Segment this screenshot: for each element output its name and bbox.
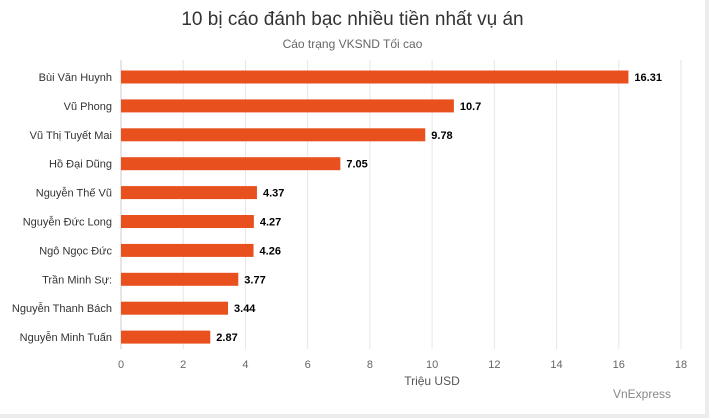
chart-title: 10 bị cáo đánh bạc nhiều tiền nhất vụ án xyxy=(181,9,524,30)
x-tick-label: 18 xyxy=(675,359,687,371)
x-tick-label: 2 xyxy=(180,359,186,371)
category-label: Vũ Phong xyxy=(64,101,112,113)
data-label: 9.78 xyxy=(431,130,452,142)
category-label: Nguyễn Thế Vũ xyxy=(36,187,112,200)
category-label: Ngô Ngọc Đức xyxy=(39,245,112,257)
bar xyxy=(121,186,257,200)
x-tick-label: 16 xyxy=(613,359,625,371)
x-tick-label: 14 xyxy=(550,359,562,371)
category-label: Vũ Thị Tuyết Mai xyxy=(30,130,112,142)
source-credit: VnExpress xyxy=(612,387,671,401)
data-label: 7.05 xyxy=(346,159,367,171)
bar xyxy=(121,330,211,344)
bar xyxy=(121,272,239,286)
category-label: Trần Minh Sự: xyxy=(42,274,112,286)
category-label: Hồ Đại Dũng xyxy=(49,159,112,171)
category-label: Nguyễn Minh Tuấn xyxy=(20,331,112,344)
data-label: 3.77 xyxy=(244,274,265,286)
data-label: 2.87 xyxy=(216,332,237,344)
bar xyxy=(121,301,229,315)
bar xyxy=(121,70,629,84)
bar xyxy=(121,157,341,171)
x-axis-label: Triệu USD xyxy=(404,374,460,388)
bar xyxy=(121,99,454,113)
data-label: 10.7 xyxy=(460,101,481,113)
bar xyxy=(121,243,254,257)
category-label: Nguyễn Thanh Bách xyxy=(12,302,112,315)
x-tick-label: 10 xyxy=(426,359,438,371)
category-label: Nguyễn Đức Long xyxy=(23,216,112,229)
x-tick-label: 0 xyxy=(118,359,124,371)
x-tick-label: 4 xyxy=(242,359,248,371)
data-label: 4.37 xyxy=(263,188,284,200)
data-label: 3.44 xyxy=(234,303,256,315)
data-label: 16.31 xyxy=(634,72,662,84)
data-label: 4.27 xyxy=(260,217,281,229)
bar xyxy=(121,215,254,228)
chart-subtitle: Cáo trạng VKSND Tối cao xyxy=(282,37,423,51)
x-tick-label: 8 xyxy=(367,359,373,371)
x-tick-label: 6 xyxy=(305,359,311,371)
x-tick-label: 12 xyxy=(488,359,500,371)
data-label: 4.26 xyxy=(260,245,281,257)
bar xyxy=(121,128,426,142)
category-label: Bùi Văn Huynh xyxy=(39,72,112,84)
